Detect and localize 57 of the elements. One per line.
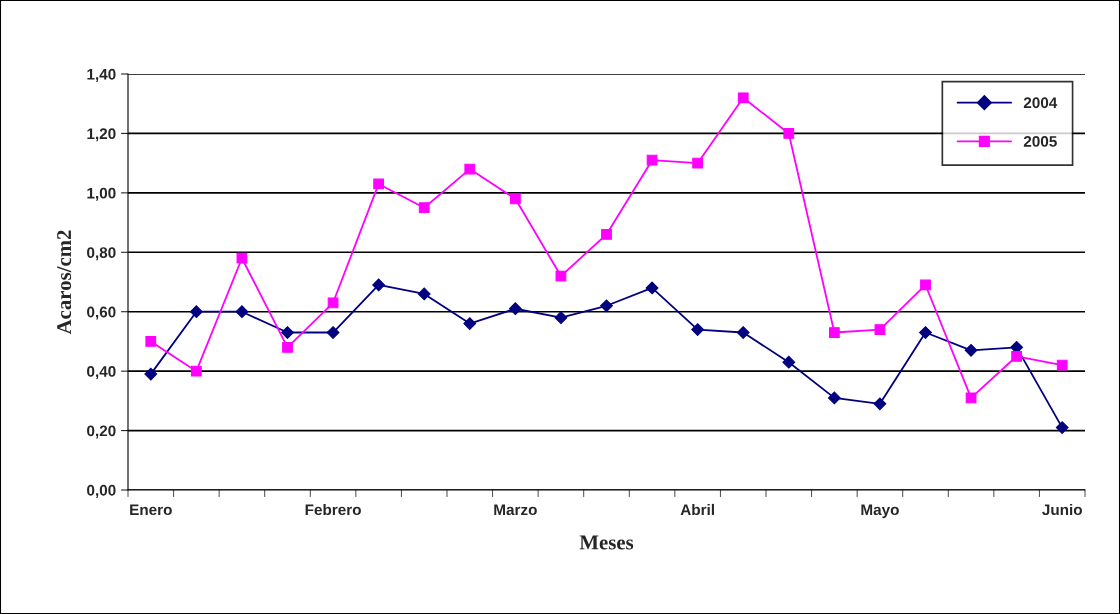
- point: [418, 202, 430, 214]
- y-axis-title: Acaros/cm2: [57, 230, 72, 335]
- x-tick-label: Abril: [680, 503, 714, 516]
- x-tick-label: Febrero: [305, 503, 361, 516]
- point: [327, 297, 339, 309]
- y-tick-label: 0,60: [87, 306, 116, 320]
- point: [782, 355, 796, 369]
- x-axis-title: Meses: [579, 535, 634, 550]
- point: [600, 299, 613, 313]
- point: [692, 157, 704, 169]
- y-tick-label: 1,40: [87, 68, 116, 82]
- x-tick-label: Marzo: [494, 504, 537, 516]
- point: [645, 281, 659, 295]
- point: [828, 327, 840, 338]
- point: [873, 397, 887, 411]
- point: [509, 193, 521, 205]
- point: [189, 305, 203, 319]
- point: [372, 278, 386, 292]
- point: [464, 163, 476, 175]
- point: [919, 326, 932, 339]
- point: [1011, 350, 1023, 362]
- y-tick-label: 0,80: [87, 247, 116, 261]
- y-tick-label: 1,20: [87, 128, 116, 142]
- point: [1055, 421, 1069, 435]
- point: [417, 287, 431, 301]
- point: [874, 324, 886, 335]
- point: [326, 326, 340, 339]
- point: [783, 128, 795, 139]
- point: [601, 229, 612, 240]
- point: [920, 279, 931, 291]
- point: [145, 336, 157, 347]
- point: [964, 343, 978, 357]
- point: [646, 154, 658, 166]
- point: [737, 92, 749, 104]
- legend-label: 2004: [1023, 97, 1058, 109]
- point: [281, 326, 294, 339]
- point: [190, 365, 202, 377]
- point: [1056, 359, 1068, 371]
- x-tick-label: Junio: [1042, 503, 1082, 516]
- y-tick-label: 0,20: [87, 425, 116, 439]
- point: [508, 302, 522, 316]
- point: [554, 311, 568, 325]
- point: [236, 252, 248, 264]
- x-tick-label: Mayo: [861, 504, 899, 519]
- legend-label: 2005: [1023, 136, 1057, 147]
- point: [463, 317, 477, 331]
- point: [736, 326, 750, 339]
- y-tick-label: 1,00: [87, 187, 116, 201]
- point: [691, 323, 705, 336]
- point: [373, 178, 385, 190]
- y-tick-label: 0,40: [87, 366, 116, 380]
- y-tick-label: 0,00: [87, 484, 116, 498]
- point: [827, 391, 841, 405]
- point: [144, 367, 158, 381]
- point: [235, 305, 249, 319]
- x-tick-label: Enero: [130, 504, 172, 516]
- point: [282, 341, 293, 353]
